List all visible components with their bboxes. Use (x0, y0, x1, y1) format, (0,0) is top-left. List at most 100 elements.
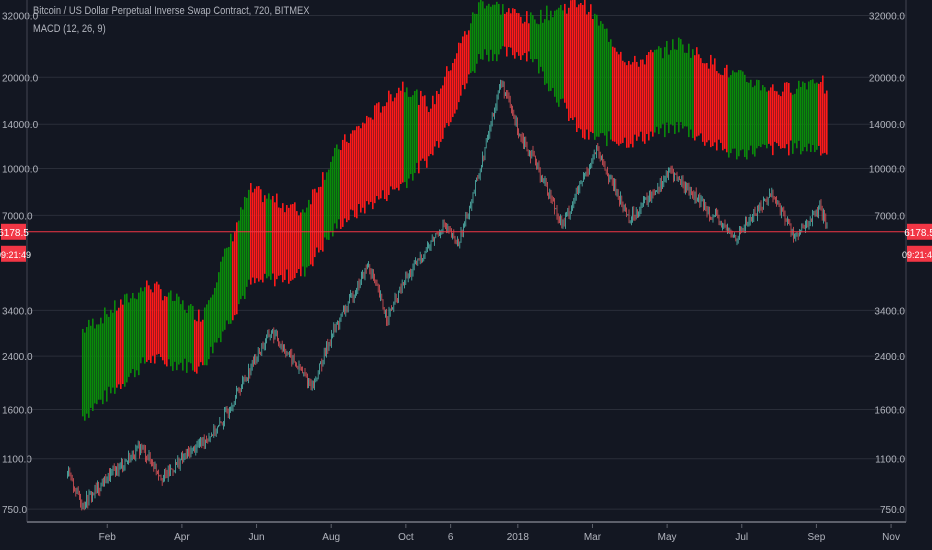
macd-bar (438, 94, 440, 148)
macd-bar (412, 95, 414, 181)
macd-bar (732, 70, 734, 149)
macd-bar (102, 323, 104, 405)
macd-bar (598, 25, 600, 137)
macd-bar (792, 94, 794, 154)
macd-bar (578, 4, 580, 129)
macd-bar (206, 304, 208, 366)
macd-bar (210, 297, 212, 347)
macd-bar (254, 188, 256, 284)
macd-bar (684, 52, 686, 127)
macd-bar (690, 57, 692, 130)
macd-bar (796, 88, 798, 149)
macd-bar (336, 144, 338, 229)
macd-bar (132, 292, 134, 369)
macd-bar (186, 312, 188, 373)
x-tick-label: Mar (584, 532, 602, 543)
macd-bar (274, 202, 276, 287)
macd-bar (520, 16, 522, 60)
macd-bar (764, 87, 766, 145)
macd-bar (448, 71, 450, 127)
macd-bar (698, 54, 700, 136)
macd-bar (658, 46, 660, 135)
macd-bar (652, 52, 654, 137)
macd-bar (824, 93, 826, 153)
macd-bar (774, 90, 776, 142)
macd-bar (584, 0, 586, 140)
macd-bar (516, 12, 518, 53)
macd-bar (546, 5, 548, 84)
macd-bar (370, 117, 372, 202)
macd-bar (340, 150, 342, 229)
macd-bar (484, 8, 486, 50)
macd-bar (432, 95, 434, 156)
macd-bar (452, 63, 454, 118)
macd-bar (606, 28, 608, 147)
macd-bar (328, 169, 330, 240)
macd-bar (440, 88, 442, 142)
macd-bar (390, 94, 392, 187)
macd-bar (428, 112, 430, 157)
macd-bar (778, 94, 780, 147)
macd-bar (332, 156, 334, 237)
macd-bar (138, 292, 140, 376)
macd-bar (626, 65, 628, 148)
macd-bar (364, 123, 366, 214)
macd-bar (450, 70, 452, 123)
macd-bar (528, 23, 530, 52)
macd-bar (214, 287, 216, 343)
macd-bar (350, 133, 352, 210)
macd-bar (806, 89, 808, 152)
macd-bar (124, 294, 126, 387)
macd-bar (160, 289, 162, 358)
macd-bar (422, 96, 424, 159)
macd-bar (84, 332, 86, 421)
macd-bar (508, 8, 510, 48)
macd-bar (298, 215, 300, 270)
macd-bar (630, 64, 632, 144)
macd-bar (188, 305, 190, 363)
macd-bar (354, 130, 356, 218)
macd-bar (710, 54, 712, 148)
macd-bar (314, 188, 316, 258)
x-tick-label: 6 (448, 532, 454, 543)
macd-bar (306, 207, 308, 268)
macd-bar (474, 13, 476, 73)
y-tick-label-right: 750.0 (880, 505, 905, 516)
macd-bar (612, 46, 614, 142)
macd-bar (556, 9, 558, 103)
macd-bar (812, 79, 814, 146)
macd-bar (224, 248, 226, 330)
macd-bar (470, 23, 472, 73)
macd-bar (112, 312, 114, 388)
macd-bar (202, 319, 204, 366)
macd-bar (116, 310, 118, 388)
macd-bar (804, 82, 806, 148)
macd-bar (514, 8, 516, 59)
macd-bar (312, 189, 314, 267)
x-tick-label: Nov (882, 532, 900, 543)
macd-bar (688, 43, 690, 138)
macd-bar (118, 307, 120, 385)
macd-bar (410, 96, 412, 175)
macd-bar (644, 64, 646, 144)
macd-bar (620, 51, 622, 144)
macd-bar (662, 58, 664, 124)
macd-bar (720, 74, 722, 143)
macd-bar (82, 328, 84, 417)
macd-bar (462, 36, 464, 85)
indicator-label[interactable]: MACD (12, 26, 9) (33, 23, 106, 35)
macd-bar (392, 101, 394, 190)
macd-bar (308, 199, 310, 267)
macd-bar (728, 77, 730, 158)
macd-bar (622, 60, 624, 143)
macd-bar (822, 75, 824, 154)
macd-bar (488, 3, 490, 62)
macd-bar (98, 324, 100, 400)
macd-bar (640, 59, 642, 132)
macd-bar (660, 47, 662, 129)
macd-bar (334, 147, 336, 224)
macd-bar (178, 296, 180, 365)
macd-bar (154, 283, 156, 364)
